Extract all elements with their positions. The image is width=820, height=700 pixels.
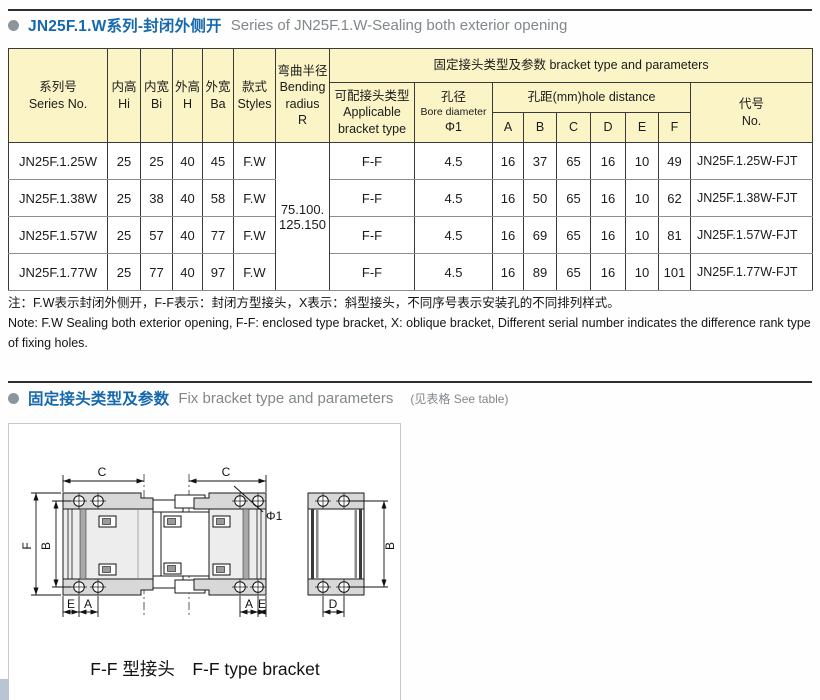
- col-header-b: B: [523, 112, 557, 143]
- section2-header: 固定接头类型及参数 Fix bracket type and parameter…: [8, 387, 508, 409]
- dimension-lines: [31, 475, 388, 617]
- top-divider: [8, 9, 812, 11]
- bullet-icon: [8, 19, 19, 31]
- note-en: Note: F.W Sealing both exterior opening,…: [8, 315, 811, 350]
- dim-label-e: E: [258, 597, 266, 611]
- left-bracket-piece: [62, 492, 154, 596]
- col-header-bore-diameter: 孔径 Bore diameter Φ1: [414, 82, 493, 143]
- col-header-d: D: [590, 112, 626, 143]
- section2-divider: [8, 381, 812, 383]
- col-header-hole-distance: 孔距(mm)hole distance: [492, 82, 691, 113]
- bracket-drawing-panel: C C F B B E A A E D Φ1 F-F 型接头 F-F type …: [8, 423, 401, 700]
- col-header-a: A: [492, 112, 524, 143]
- dim-label-e: E: [67, 597, 75, 611]
- middle-slot: [163, 562, 182, 575]
- spec-table: 系列号 Series No. 内高 Hi 内宽 Bi 外高 H 外宽 Ba: [8, 48, 814, 291]
- section1-header: JN25F.1.W系列-封闭外侧开 Series of JN25F.1.W-Se…: [8, 14, 567, 36]
- cell-series: JN25F.1.25W: [8, 142, 108, 180]
- dim-label-d: D: [329, 597, 338, 611]
- section1-title-en: Series of JN25F.1.W-Sealing both exterio…: [230, 16, 568, 34]
- col-header-bracket-group: 固定接头类型及参数 bracket type and parameters: [328, 48, 814, 83]
- table-row: JN25F.1.77W 25 77 40 97 F.W F-F 4.5 16 8…: [8, 253, 814, 291]
- dim-label-c: C: [98, 465, 107, 479]
- table-row: JN25F.1.38W 25 38 40 58 F.W F-F 4.5 16 5…: [8, 179, 814, 217]
- section2-title-zh: 固定接头类型及参数: [28, 391, 170, 408]
- dim-label-b: B: [383, 542, 397, 550]
- cell-code: JN25F.1.25W-FJT: [689, 142, 814, 180]
- col-header-f: F: [658, 112, 691, 143]
- col-header-e: E: [625, 112, 659, 143]
- col-header-c: C: [556, 112, 591, 143]
- page-edge-artifact: [0, 679, 9, 700]
- table-row: JN25F.1.57W 25 57 40 77 F.W F-F 4.5 16 6…: [8, 216, 814, 254]
- dim-label-phi1: Φ1: [266, 509, 283, 523]
- col-header-styles: 款式 Styles: [233, 48, 276, 143]
- table-row: JN25F.1.25W 25 25 40 45 F.W 75.100. 125.…: [8, 142, 814, 291]
- dim-label-c: C: [222, 465, 231, 479]
- col-header-h: 外高 H: [172, 48, 203, 143]
- left-slot: [98, 563, 117, 576]
- bullet-icon: [8, 392, 19, 404]
- cell-series: JN25F.1.57W: [8, 216, 108, 254]
- col-header-series: 系列号 Series No.: [8, 48, 108, 143]
- dim-label-f: F: [20, 542, 34, 549]
- cell-code: JN25F.1.77W-FJT: [689, 253, 814, 291]
- col-header-bi: 内宽 Bi: [140, 48, 173, 143]
- col-header-applicable-bracket: 可配接头类型 Applicable bracket type: [329, 82, 415, 143]
- right-slot: [212, 563, 231, 576]
- section2-title-en: Fix bracket type and parameters: [178, 389, 394, 407]
- cell-series: JN25F.1.77W: [8, 253, 108, 291]
- right-slot: [212, 515, 231, 528]
- drawing-caption: F-F 型接头 F-F type bracket: [90, 659, 320, 679]
- cell-code: JN25F.1.38W-FJT: [689, 179, 814, 217]
- cell-series: JN25F.1.38W: [8, 179, 108, 217]
- cell-code: JN25F.1.57W-FJT: [689, 216, 814, 254]
- col-header-ba: 外宽 Ba: [202, 48, 234, 143]
- section1-title-zh: JN25F.1.W系列-封闭外侧开: [28, 18, 222, 35]
- cell-bending-radius-merged: 75.100. 125.150: [275, 142, 330, 291]
- note-zh: 注：F.W表示封闭外侧开，F-F表示：封闭方型接头，X表示：斜型接头，不同序号表…: [8, 296, 620, 310]
- middle-link-plates: [152, 494, 212, 594]
- section2-see-table-note: (见表格 See table): [410, 391, 509, 406]
- col-header-bending-radius: 弯曲半径 Bending radius R: [275, 48, 330, 143]
- col-header-code: 代号 No.: [689, 82, 814, 143]
- dim-label-b: B: [39, 542, 53, 550]
- notes-block: 注：F.W表示封闭外侧开，F-F表示：封闭方型接头，X表示：斜型接头，不同序号表…: [8, 294, 816, 353]
- dim-label-a: A: [84, 597, 92, 611]
- middle-slot: [163, 515, 182, 528]
- bracket-technical-drawing: C C F B B E A A E D Φ1 F-F 型接头 F-F type …: [20, 465, 397, 679]
- dim-label-a: A: [245, 597, 253, 611]
- end-view: [307, 492, 365, 596]
- left-slot: [98, 515, 117, 528]
- col-header-hi: 内高 Hi: [107, 48, 141, 143]
